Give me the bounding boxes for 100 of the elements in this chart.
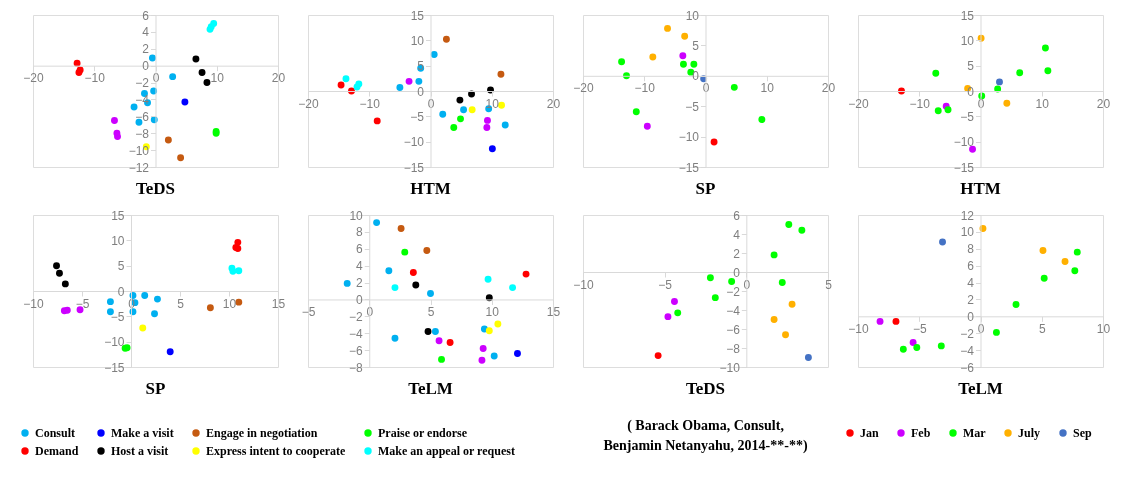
y-tick-label: −4: [349, 326, 364, 341]
x-tick-label: −20: [298, 96, 319, 111]
y-tick-label: 15: [111, 208, 125, 223]
x-tick-label: 10: [210, 71, 225, 86]
y-tick-label: 2: [356, 276, 364, 291]
text: HTM: [410, 179, 451, 198]
y-tick-label: −15: [403, 160, 425, 175]
x-tick-label: 0: [977, 321, 985, 336]
y-tick-label: −15: [953, 160, 975, 175]
y-tick-label: −15: [678, 160, 700, 175]
x-tick-label: 15: [271, 296, 286, 311]
legend-label: Make an appeal or request: [378, 444, 515, 458]
x-tick-label: 20: [546, 96, 561, 111]
y-tick-label: 5: [117, 259, 125, 274]
x-tick-label: 20: [821, 81, 836, 96]
x-tick-label: 20: [271, 71, 286, 86]
legend-label: Consult: [35, 426, 76, 440]
y-tick-label: 4: [142, 25, 150, 40]
y-tick-label: −10: [403, 135, 425, 150]
y-tick-label: −5: [410, 109, 425, 124]
y-tick-label: −10: [953, 135, 975, 150]
x-tick-label: −10: [634, 81, 656, 96]
y-tick-label: −12: [128, 160, 150, 175]
legend-label: July: [1018, 426, 1041, 440]
y-tick-label: 10: [685, 8, 700, 23]
y-tick-label: 4: [356, 259, 364, 274]
y-tick-label: −10: [678, 130, 700, 145]
y-tick-label: 6: [967, 259, 975, 274]
legend-label: Feb: [911, 426, 931, 440]
x-tick-label: 10: [485, 96, 500, 111]
legend-label: Express intent to cooperate: [206, 444, 347, 458]
y-tick-label: 5: [967, 59, 975, 74]
text: TeDS: [135, 179, 176, 198]
y-tick-label: −8: [135, 126, 150, 141]
x-tick-label: 10: [760, 81, 775, 96]
x-tick-label: 5: [1038, 321, 1046, 336]
y-tick-label: 5: [692, 38, 700, 53]
y-tick-label: −4: [726, 303, 741, 318]
x-tick-label: 5: [825, 277, 833, 292]
x-tick-label: 10: [1035, 96, 1050, 111]
y-tick-label: −2: [135, 76, 150, 91]
legend-label: Make a visit: [111, 426, 174, 440]
text: TeLM: [958, 379, 1003, 398]
x-tick-label: 5: [427, 304, 435, 319]
x-tick-label: 20: [1096, 96, 1111, 111]
x-tick-label: −10: [84, 71, 106, 86]
y-tick-label: 10: [111, 233, 125, 248]
y-tick-label: −2: [726, 284, 741, 299]
text: SP: [695, 179, 716, 198]
y-tick-label: −8: [726, 341, 741, 356]
y-tick-label: −6: [726, 322, 741, 337]
text: HTM: [960, 179, 1001, 198]
legend-label: Mar: [963, 426, 987, 440]
text: ( Barack Obama, Consult, Benjamin Netanyahu, 2014-**-**): [603, 418, 808, 454]
x-tick-label: −20: [848, 96, 869, 111]
legend-label: Praise or endorse: [378, 426, 468, 440]
x-tick-label: −10: [909, 96, 931, 111]
y-tick-label: 4: [967, 276, 975, 291]
x-tick-label: −5: [658, 277, 673, 292]
x-tick-label: −5: [75, 296, 90, 311]
y-tick-label: −2: [349, 309, 364, 324]
legend-label: Demand: [35, 444, 79, 458]
x-tick-label: 5: [177, 296, 185, 311]
y-tick-label: 15: [410, 8, 425, 23]
y-tick-label: −4: [135, 92, 150, 107]
y-tick-label: 6: [356, 242, 364, 257]
x-tick-label: 0: [977, 96, 985, 111]
legend-label: Sep: [1073, 426, 1092, 440]
y-tick-label: −6: [960, 360, 975, 375]
y-tick-label: 8: [967, 242, 975, 257]
y-tick-label: 4: [733, 227, 741, 242]
x-tick-label: −10: [23, 296, 44, 311]
x-tick-label: −20: [573, 81, 594, 96]
x-tick-label: −10: [848, 321, 869, 336]
text: SP: [145, 379, 166, 398]
y-tick-label: 6: [142, 8, 150, 23]
x-tick-label: −5: [301, 304, 316, 319]
x-tick-label: 10: [222, 296, 237, 311]
y-tick-label: 2: [733, 246, 741, 261]
x-tick-label: 0: [743, 277, 751, 292]
y-tick-label: −15: [104, 360, 125, 375]
y-tick-label: 0: [142, 59, 150, 74]
y-tick-label: −6: [349, 343, 364, 358]
x-tick-label: −20: [23, 71, 44, 86]
text: TeDS: [685, 379, 726, 398]
x-tick-label: 15: [546, 304, 561, 319]
y-tick-label: −10: [104, 335, 125, 350]
y-tick-label: −10: [128, 143, 150, 158]
x-tick-label: 10: [1096, 321, 1111, 336]
x-tick-label: 10: [485, 304, 500, 319]
y-tick-label: 6: [733, 208, 741, 223]
y-tick-label: −2: [960, 326, 975, 341]
y-tick-label: 12: [960, 208, 975, 223]
y-tick-label: −8: [349, 360, 364, 375]
y-tick-label: 10: [960, 33, 975, 48]
y-tick-label: 2: [142, 42, 150, 57]
y-tick-label: 10: [349, 208, 364, 223]
y-tick-label: 10: [410, 33, 425, 48]
y-tick-label: −4: [960, 343, 975, 358]
x-tick-label: 0: [152, 71, 160, 86]
